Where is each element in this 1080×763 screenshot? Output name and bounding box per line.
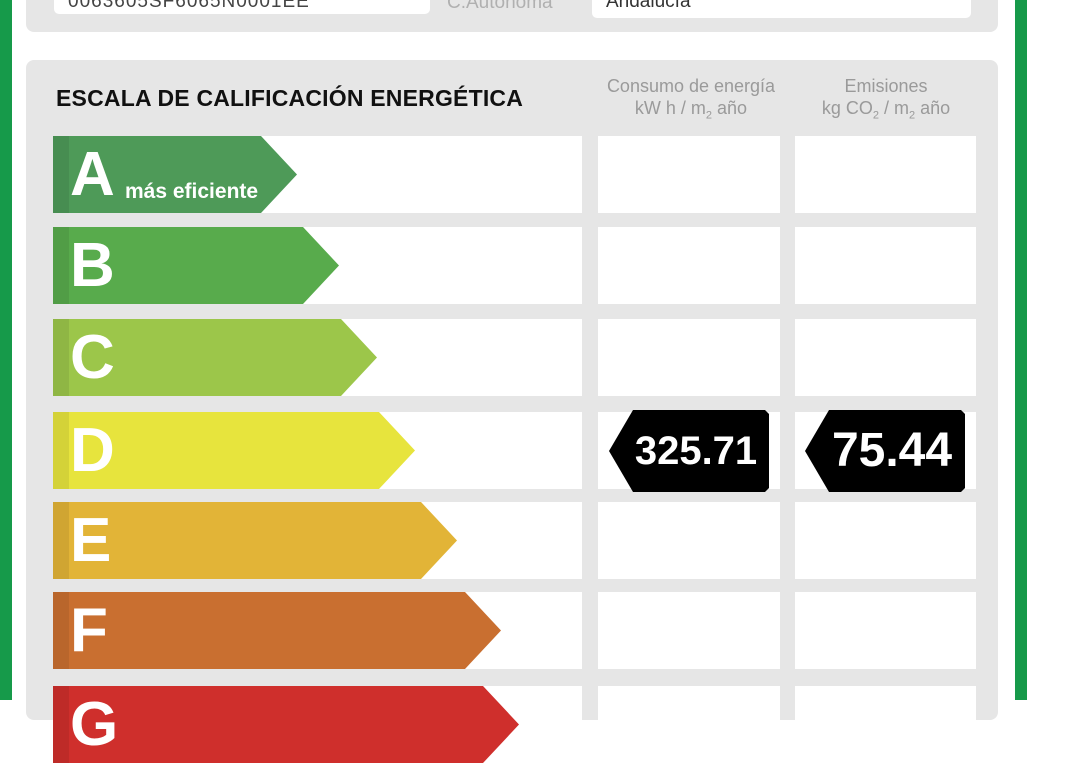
energy-cell-b [598,227,780,304]
emissions-tag-polygon [805,410,965,492]
emissions-cell-b [795,227,976,304]
frame-right-border [1015,0,1027,700]
grade-stripe-e [53,502,69,579]
grade-letter-a: A [70,140,115,209]
energy-header-line1: Consumo de energía [606,76,776,96]
emissions-cell-f [795,592,976,669]
grade-stripe-d [53,412,69,489]
emissions-cell-e [795,502,976,579]
grade-arrow-e [53,502,457,579]
grade-note-a: más eficiente [125,180,259,203]
reference-field: 0063605SF6065N0001EE [54,0,430,14]
emissions-unit-sub2: 2 [908,109,916,122]
emissions-unit-a: kg CO [821,98,873,118]
energy-consumption-tag-value: 325.71 [634,429,758,473]
grade-arrow-g [53,686,519,763]
emissions-tag-shape [805,410,965,492]
grade-bar-f [53,592,501,669]
emissions-cell-g [795,686,976,763]
emissions-column-header: Emisiones kg CO2 / m2 año [795,75,977,127]
grade-arrow-d [53,412,415,489]
grade-letter-g: G [70,690,119,759]
grade-bar-e [53,502,457,579]
grade-stripe-c [53,319,69,396]
emissions-unit-tail: año [915,98,951,118]
grade-letter-c: C [70,323,115,392]
grade-stripe-b [53,227,69,304]
scale-title: ESCALA DE CALIFICACIÓN ENERGÉTICA [56,85,524,111]
grade-arrow-b [53,227,339,304]
grade-letter-b: B [70,231,115,300]
energy-consumption-tag-shape [609,410,769,492]
energy-unit-tail: año [712,98,748,118]
energy-cell-g [598,686,780,763]
grade-bar-a [53,136,297,213]
energy-consumption-tag-polygon [609,410,769,492]
grade-arrow-c [53,319,377,396]
grade-letter-f: F [70,596,108,665]
grade-bar-b [53,227,339,304]
region-label: C.Autónoma [447,0,553,13]
grade-stripe-a [53,136,69,213]
emissions-cell-c [795,319,976,396]
emissions-cell-a [795,136,976,213]
energy-cell-f [598,592,780,669]
region-field: Andalucía [592,0,971,18]
energy-column-header: Consumo de energía kW h / m2 año [598,75,784,127]
grade-bar-g [53,686,519,763]
energy-header-line2: kW h / m2 año [598,97,784,127]
emissions-header-line1: Emisiones [844,76,928,96]
energy-unit-sub: 2 [705,109,713,122]
energy-cell-a [598,136,780,213]
grade-bar-d [53,412,415,489]
frame-left-border [0,0,12,700]
energy-unit-text: kW h / m [634,98,706,118]
grade-arrow-a [53,136,297,213]
emissions-unit-b: / m [878,98,909,118]
grade-letter-e: E [70,506,112,575]
grade-bar-c [53,319,377,396]
energy-cell-e [598,502,780,579]
energy-cell-c [598,319,780,396]
grade-stripe-f [53,592,69,669]
emissions-tag-value: 75.44 [831,424,953,478]
grade-arrow-f [53,592,501,669]
grade-stripe-g [53,686,69,763]
emissions-unit-sub1: 2 [872,109,879,122]
grade-letter-d: D [70,416,115,485]
emissions-header-line2: kg CO2 / m2 año [795,97,977,127]
